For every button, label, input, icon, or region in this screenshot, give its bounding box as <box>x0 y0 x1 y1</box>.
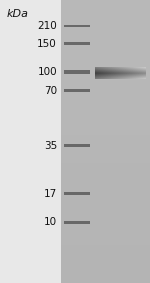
Text: 17: 17 <box>44 189 57 199</box>
Bar <box>64 221 90 224</box>
Bar <box>61 0 150 283</box>
Text: 100: 100 <box>37 67 57 77</box>
Text: 70: 70 <box>44 85 57 96</box>
Text: 210: 210 <box>37 21 57 31</box>
Text: 10: 10 <box>44 217 57 227</box>
Text: kDa: kDa <box>7 8 29 19</box>
Bar <box>64 192 90 196</box>
Text: 35: 35 <box>44 141 57 151</box>
Bar <box>64 42 90 45</box>
Bar <box>64 144 90 147</box>
Bar <box>64 89 90 92</box>
Bar <box>64 25 90 27</box>
Text: 150: 150 <box>37 39 57 49</box>
Bar <box>64 70 90 74</box>
